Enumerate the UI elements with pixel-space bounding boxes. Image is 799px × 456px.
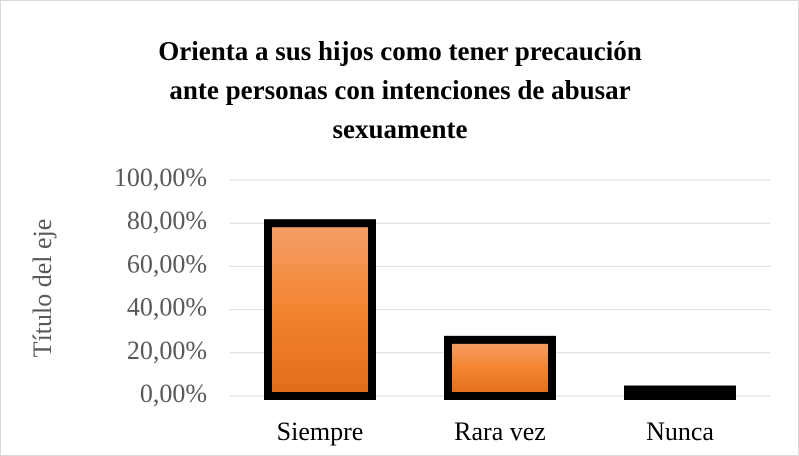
chart-title: ante personas con intenciones de abusar — [169, 75, 630, 105]
y-tick-label: 20,00% — [127, 336, 207, 365]
y-axis-label: Título del eje — [28, 219, 57, 358]
y-tick-label: 60,00% — [127, 249, 207, 278]
x-tick-label: Siempre — [277, 417, 364, 446]
x-tick-label: Rara vez — [454, 417, 546, 446]
bar — [624, 385, 736, 400]
chart-title: Orienta a sus hijos como tener precaució… — [158, 36, 641, 66]
bar — [444, 335, 556, 400]
chart-title: sexuamente — [333, 114, 468, 144]
y-tick-label: 80,00% — [127, 206, 207, 235]
y-tick-label: 0,00% — [140, 379, 207, 408]
y-tick-label: 40,00% — [127, 293, 207, 322]
x-tick-label: Nunca — [646, 417, 714, 446]
y-tick-label: 100,00% — [114, 163, 207, 192]
bar — [264, 219, 376, 400]
